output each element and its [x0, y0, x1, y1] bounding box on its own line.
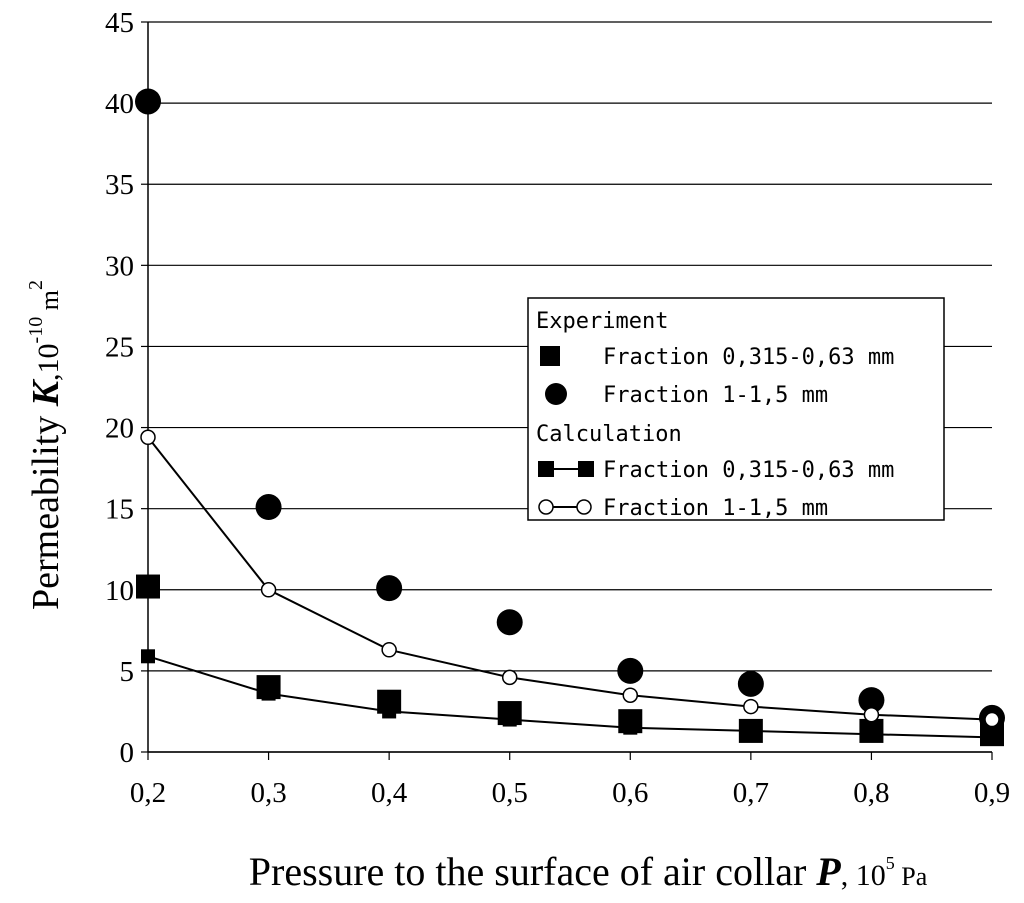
point-s1-6 — [858, 687, 885, 714]
x-tick-labels: 0,2 0,3 0,4 0,5 0,6 0,7 0,8 0,9 — [130, 777, 1010, 809]
y-tick-label-40: 40 — [105, 88, 134, 120]
y-tick-label-15: 15 — [105, 494, 134, 526]
x-tick-label-1: 0,3 — [250, 777, 286, 809]
y-axis-title-unit: ,10 — [32, 343, 65, 381]
x-axis-title-unit-tail: Pa — [895, 862, 928, 891]
point-s2-2 — [382, 704, 397, 719]
axes — [141, 21, 993, 760]
data-points — [135, 88, 1005, 747]
x-axis-title: Pressure to the surface of air collar P,… — [249, 849, 928, 894]
y-axis-title-unit-m: m — [35, 290, 64, 317]
legend-marker-calc-square-2 — [578, 461, 594, 477]
x-tick-label-7: 0,9 — [974, 777, 1010, 809]
y-tick-labels: 0 5 10 15 20 25 30 35 40 45 — [105, 7, 134, 769]
y-tick-label-5: 5 — [120, 656, 135, 688]
series-line-2 — [147, 655, 993, 739]
x-tick-label-4: 0,6 — [612, 777, 648, 809]
point-s1-0 — [135, 88, 161, 115]
y-tick-label-35: 35 — [105, 169, 134, 201]
legend-label-calc-fraction-large: Fraction 1-1,5 mm — [603, 496, 828, 521]
x-axis-title-symbol: P — [815, 849, 841, 894]
x-tick-label-3: 0,5 — [492, 777, 528, 809]
x-axis-title-text: Pressure to the surface of air collar — [249, 849, 817, 894]
point-s3-2 — [381, 642, 397, 658]
y-axis-title-exponent-2: 2 — [25, 280, 47, 290]
legend-group-calculation: Calculation — [536, 422, 682, 447]
point-s2-4 — [623, 720, 638, 735]
y-axis-title-symbol: K — [25, 378, 67, 407]
y-axis-title: Permeability K,10-10 m2 — [25, 280, 67, 610]
point-s2-7 — [985, 730, 999, 745]
point-s2-1 — [261, 686, 276, 701]
y-tick-label-25: 25 — [105, 331, 134, 363]
point-s2-6 — [864, 727, 879, 742]
series-line-3 — [147, 436, 993, 721]
point-s2-3 — [502, 712, 517, 727]
x-tick-label-5: 0,7 — [733, 777, 769, 809]
x-tick-label-0: 0,2 — [130, 777, 166, 809]
legend-marker-exp-square — [540, 346, 560, 366]
y-tick-label-10: 10 — [105, 575, 134, 607]
point-s3-0 — [140, 429, 156, 446]
point-s1-4 — [617, 657, 644, 684]
y-axis-title-text: Permeability — [25, 406, 67, 610]
point-s1-5 — [737, 670, 764, 697]
legend-label-calc-fraction-small: Fraction 0,315-0,63 mm — [603, 458, 894, 483]
point-s3-4 — [622, 687, 639, 703]
point-s1-2 — [376, 575, 403, 602]
legend-marker-exp-circle — [545, 383, 567, 405]
series-lines — [147, 436, 993, 739]
legend: Experiment Fraction 0,315-0,63 mm Fracti… — [527, 297, 945, 521]
legend-marker-calc-square-1 — [538, 461, 554, 477]
point-s2-5 — [743, 723, 758, 738]
legend-marker-calc-circle-1 — [538, 499, 554, 515]
legend-group-experiment: Experiment — [536, 309, 668, 334]
x-tick-label-6: 0,8 — [853, 777, 889, 809]
y-tick-label-30: 30 — [105, 250, 134, 282]
point-s3-5 — [743, 698, 759, 715]
y-tick-label-45: 45 — [105, 7, 134, 39]
point-s1-1 — [255, 494, 282, 521]
legend-label-exp-fraction-large: Fraction 1-1,5 mm — [603, 383, 828, 408]
point-s2-0 — [141, 649, 155, 664]
legend-label-exp-fraction-small: Fraction 0,315-0,63 mm — [603, 345, 894, 370]
y-axis-title-exponent: -10 — [25, 317, 47, 344]
point-s3-1 — [260, 582, 277, 598]
point-s3-3 — [501, 669, 518, 686]
point-s1-3 — [496, 609, 523, 636]
x-tick-label-2: 0,4 — [371, 777, 408, 809]
point-s3-7 — [984, 711, 1000, 728]
point-s3-6 — [863, 706, 880, 723]
y-tick-label-0: 0 — [120, 737, 135, 769]
x-axis-title-unit: , 10 — [841, 859, 886, 892]
legend-box — [527, 297, 945, 521]
y-tick-label-20: 20 — [105, 413, 134, 445]
point-s0-0 — [136, 574, 160, 599]
x-axis-title-exponent: 5 — [886, 853, 895, 873]
legend-marker-calc-circle-2 — [576, 499, 592, 515]
